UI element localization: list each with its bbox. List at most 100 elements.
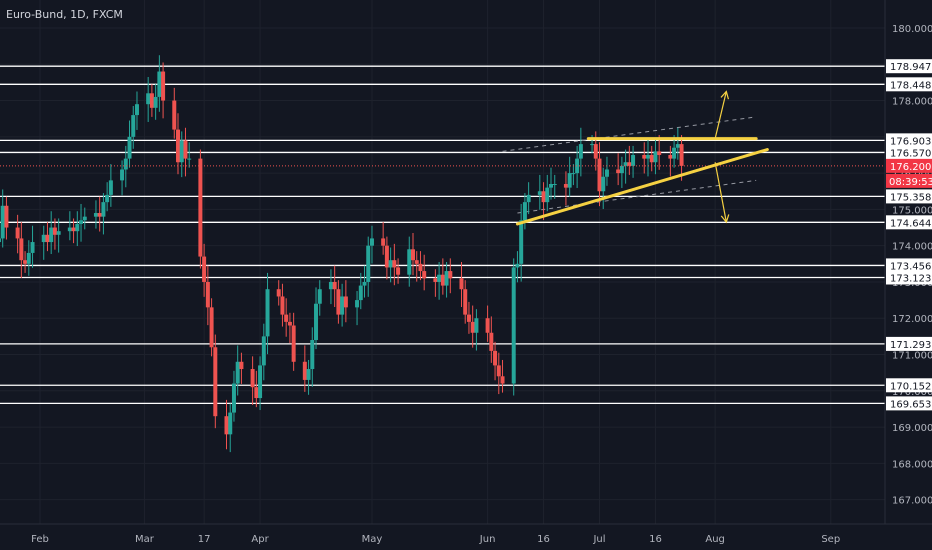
candle-body xyxy=(649,154,654,163)
channel-line[interactable] xyxy=(502,116,757,152)
candle-body xyxy=(82,216,87,221)
candle-body xyxy=(258,365,263,399)
price-tick-label: 172.000 xyxy=(892,314,932,325)
price-tick-label: 180.000 xyxy=(892,24,932,35)
current-price-box xyxy=(886,158,932,173)
countdown-label: 08:39:53 xyxy=(889,177,932,188)
candle-body xyxy=(645,154,650,159)
candle-body xyxy=(302,361,307,380)
price-tick-label: 174.000 xyxy=(892,242,932,253)
candle-body xyxy=(306,369,311,380)
candle-body xyxy=(422,271,427,279)
candle-body xyxy=(41,234,46,243)
candle-body xyxy=(239,361,244,370)
candle-body xyxy=(314,303,319,341)
candle-body xyxy=(515,263,520,268)
price-tick-label: 175.000 xyxy=(892,205,932,216)
candle-body xyxy=(381,238,386,246)
candle-body xyxy=(172,100,177,130)
candle-body xyxy=(657,151,662,155)
candle-body xyxy=(97,213,102,217)
candle-body xyxy=(444,271,449,286)
time-tick-label: Jun xyxy=(479,534,496,545)
candle-body xyxy=(366,245,371,282)
arrow-head xyxy=(720,214,730,224)
candle-body xyxy=(265,289,270,337)
level-label-box xyxy=(886,59,932,74)
candle-body xyxy=(653,151,658,163)
trendline-rising-support[interactable] xyxy=(515,148,769,226)
trendlines[interactable] xyxy=(515,137,769,226)
candle-body xyxy=(604,169,609,177)
candle-body xyxy=(71,227,76,232)
channel-lines xyxy=(502,116,757,214)
candle-body xyxy=(358,285,363,301)
candle-body xyxy=(392,260,397,268)
candle-body xyxy=(575,158,580,174)
candle-body xyxy=(466,314,471,322)
channel-line[interactable] xyxy=(517,179,757,214)
candle-body xyxy=(355,300,360,308)
candle-body xyxy=(49,227,54,243)
candle-body xyxy=(328,281,333,290)
candle-body xyxy=(545,187,550,203)
candle-body xyxy=(549,184,554,188)
candle-body xyxy=(493,350,498,366)
candle-body xyxy=(4,205,9,228)
candle-body xyxy=(153,96,158,108)
candle-body xyxy=(343,296,348,308)
level-label: 173.456 xyxy=(890,261,931,272)
candle-body xyxy=(463,289,468,315)
candle-body xyxy=(187,158,192,160)
candle-body xyxy=(231,383,236,413)
candles xyxy=(0,55,684,453)
candle-body xyxy=(276,289,281,297)
candle-body xyxy=(567,173,572,188)
countdown-box xyxy=(886,173,932,188)
candle-body xyxy=(45,234,50,243)
time-tick-label: May xyxy=(362,534,383,545)
candle-body xyxy=(411,249,415,261)
level-label: 178.947 xyxy=(890,62,931,73)
level-label-box xyxy=(886,133,932,148)
price-tick-label: 169.000 xyxy=(892,423,932,434)
candle-body xyxy=(134,104,139,116)
candle-body xyxy=(101,202,106,217)
arrow-down xyxy=(714,162,727,223)
candle-body xyxy=(340,296,345,315)
candle-body xyxy=(679,144,684,166)
candle-body xyxy=(235,361,240,384)
candle-body xyxy=(287,321,292,326)
candle-body xyxy=(519,220,524,264)
level-label: 176.903 xyxy=(890,136,931,147)
time-tick-label: Jul xyxy=(592,534,605,545)
candle-body xyxy=(578,144,583,159)
candle-body xyxy=(213,347,218,417)
time-tick-label: 17 xyxy=(198,534,211,545)
time-tick-label: Apr xyxy=(251,534,269,545)
candle-body xyxy=(541,191,546,203)
level-label-box xyxy=(886,77,932,92)
candle-body xyxy=(668,154,673,159)
candle-body xyxy=(30,242,35,253)
candle-body xyxy=(631,154,636,166)
level-label-box xyxy=(886,336,932,351)
time-tick-label: Mar xyxy=(135,534,155,545)
candle-body xyxy=(179,140,184,163)
candle-body xyxy=(616,169,621,174)
candle-body xyxy=(474,318,479,333)
grid xyxy=(0,0,885,524)
candle-body xyxy=(161,71,166,101)
candle-body xyxy=(228,412,233,435)
level-label-box xyxy=(886,378,932,393)
candle-body xyxy=(149,93,154,108)
candle-body xyxy=(470,321,475,333)
candle-body xyxy=(127,136,132,159)
candle-body xyxy=(440,274,445,286)
price-tick-label: 178.000 xyxy=(892,97,932,108)
time-axis[interactable]: Feb Mar 17 Apr May Jun 16 Jul 16 Aug Sep xyxy=(31,534,840,545)
